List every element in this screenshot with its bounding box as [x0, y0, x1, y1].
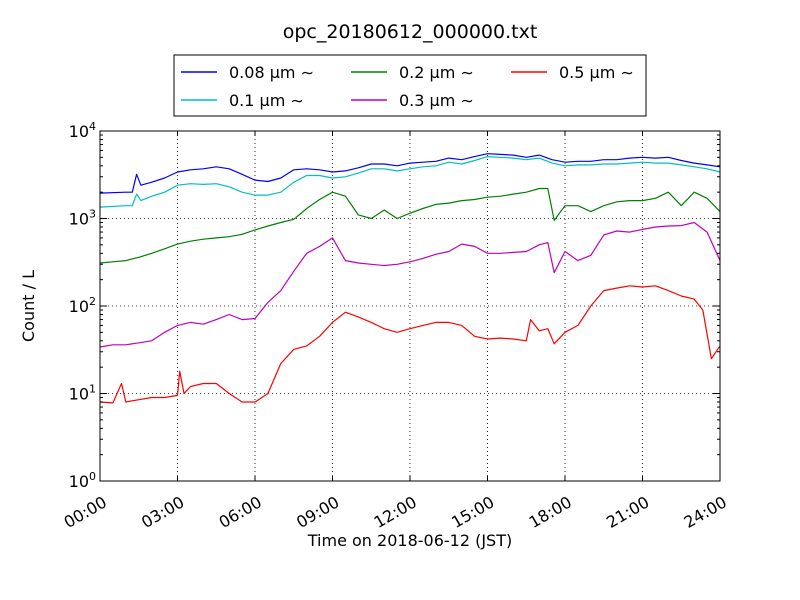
x-tick-label: 15:00: [448, 492, 497, 532]
series-line-1: [99, 156, 721, 208]
x-axis-label: Time on 2018-06-12 (JST): [307, 531, 512, 550]
series-line-0: [99, 153, 721, 194]
x-tick-label: 12:00: [371, 492, 420, 532]
grid-layer: [100, 131, 720, 481]
x-tick-label: 03:00: [138, 492, 187, 532]
legend-box: [173, 54, 647, 117]
series-line-3: [99, 221, 721, 348]
x-tick-label: 09:00: [293, 492, 342, 532]
series-layer: [99, 153, 721, 404]
x-tick-label: 00:00: [61, 492, 110, 532]
legend-label: 0.5 μm ∼: [559, 63, 634, 82]
x-tick-label: 06:00: [216, 492, 265, 532]
series-line-4: [99, 285, 721, 404]
chart-title: opc_20180612_000000.txt: [283, 21, 538, 43]
legend-label: 0.1 μm ∼: [229, 91, 304, 110]
x-tick-label: 18:00: [526, 492, 575, 532]
x-tick-label: 24:00: [681, 492, 730, 532]
legend-label: 0.3 μm ∼: [399, 91, 474, 110]
legend: 0.08 μm ∼ 0.1 μm ∼ 0.2 μm ∼ 0.3 μm ∼ 0.5 μm …: [173, 54, 647, 117]
y-tick-label: 104: [69, 120, 96, 141]
y-tick-label: 103: [69, 208, 96, 229]
y-tick-label: 102: [69, 295, 96, 316]
legend-label: 0.2 μm ∼: [399, 63, 474, 82]
y-axis-label: Count / L: [19, 270, 38, 342]
y-tick-label: 101: [69, 383, 96, 404]
y-tick-label: 100: [69, 470, 96, 491]
x-tick-label: 21:00: [603, 492, 652, 532]
legend-label: 0.08 μm ∼: [229, 63, 314, 82]
series-line-2: [99, 187, 721, 264]
tick-layer: 00:00 03:00 06:00 09:00 12:00 15:00 18:00 21:00…: [61, 120, 730, 532]
